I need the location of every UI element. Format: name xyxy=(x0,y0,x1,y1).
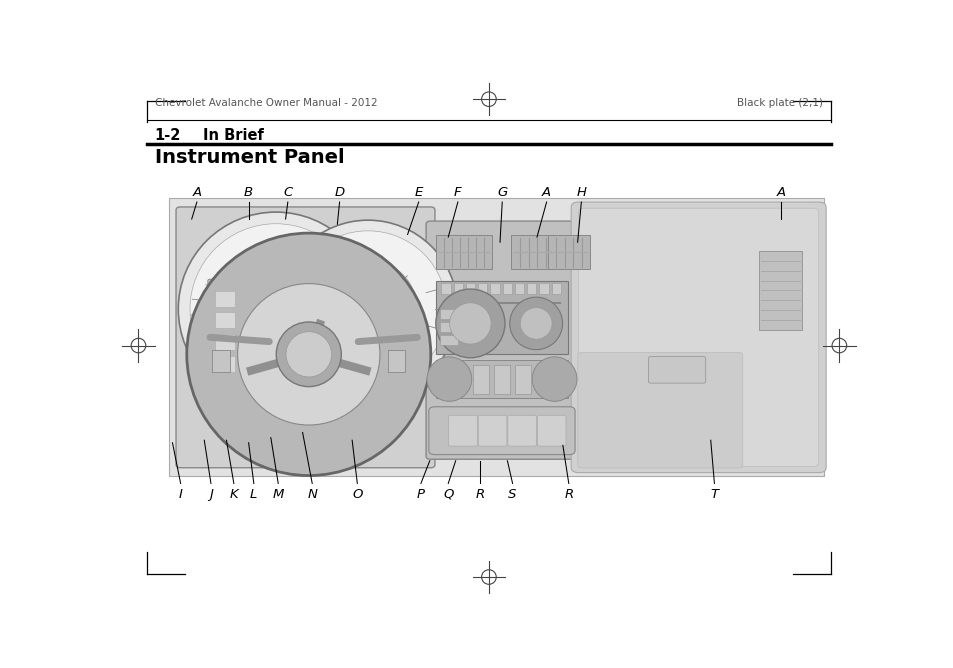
Bar xyxy=(551,283,560,294)
FancyBboxPatch shape xyxy=(571,202,825,473)
Text: L: L xyxy=(250,488,257,500)
Bar xyxy=(436,360,567,398)
Text: Q: Q xyxy=(442,488,453,500)
Bar xyxy=(387,350,405,372)
FancyBboxPatch shape xyxy=(176,207,435,468)
Text: Instrument Panel: Instrument Panel xyxy=(154,148,344,167)
Ellipse shape xyxy=(296,275,347,326)
Text: M: M xyxy=(273,488,284,500)
Text: E: E xyxy=(414,186,422,200)
Text: J: J xyxy=(209,488,213,500)
Bar xyxy=(515,365,531,393)
Bar xyxy=(214,313,235,328)
Text: PM4501: PM4501 xyxy=(313,346,335,351)
Text: R: R xyxy=(475,488,484,500)
Bar xyxy=(212,350,230,372)
Text: I: I xyxy=(178,488,182,500)
Bar xyxy=(465,283,475,294)
Bar xyxy=(454,283,462,294)
FancyBboxPatch shape xyxy=(578,208,818,466)
Bar xyxy=(439,309,457,319)
FancyBboxPatch shape xyxy=(448,415,476,446)
Ellipse shape xyxy=(285,265,358,337)
Text: G: G xyxy=(497,186,507,200)
Ellipse shape xyxy=(222,256,329,362)
Text: D: D xyxy=(335,186,344,200)
Text: S: S xyxy=(508,488,517,500)
Text: C: C xyxy=(283,186,293,200)
FancyBboxPatch shape xyxy=(426,221,576,459)
FancyBboxPatch shape xyxy=(477,415,506,446)
Ellipse shape xyxy=(286,332,332,377)
FancyBboxPatch shape xyxy=(537,415,565,446)
Ellipse shape xyxy=(449,303,491,344)
Ellipse shape xyxy=(190,224,361,394)
Text: Chevrolet Avalanche Owner Manual - 2012: Chevrolet Avalanche Owner Manual - 2012 xyxy=(154,98,377,108)
Bar xyxy=(214,334,235,350)
FancyBboxPatch shape xyxy=(578,353,742,468)
Ellipse shape xyxy=(276,322,341,387)
Text: P: P xyxy=(416,488,424,500)
FancyBboxPatch shape xyxy=(507,415,536,446)
Text: Black plate (2,1): Black plate (2,1) xyxy=(737,98,822,108)
Bar xyxy=(490,283,499,294)
Text: O: O xyxy=(352,488,362,500)
Bar xyxy=(269,335,377,363)
FancyBboxPatch shape xyxy=(429,407,575,455)
Text: B: B xyxy=(244,186,253,200)
Text: In Brief: In Brief xyxy=(203,128,263,143)
Ellipse shape xyxy=(318,260,416,358)
Text: N: N xyxy=(307,488,316,500)
FancyBboxPatch shape xyxy=(648,357,705,383)
Text: H: H xyxy=(576,186,586,200)
Bar xyxy=(502,283,512,294)
Text: 1-2: 1-2 xyxy=(154,128,181,143)
Polygon shape xyxy=(169,198,823,476)
Bar xyxy=(473,365,488,393)
Bar xyxy=(511,236,554,269)
Text: F: F xyxy=(454,186,461,200)
Bar xyxy=(214,291,235,307)
Bar xyxy=(538,283,548,294)
Bar xyxy=(527,283,536,294)
Bar xyxy=(436,281,567,354)
Text: A: A xyxy=(193,186,201,200)
Ellipse shape xyxy=(519,308,552,339)
Bar xyxy=(439,322,457,332)
Ellipse shape xyxy=(237,284,379,425)
Bar xyxy=(436,236,491,269)
Ellipse shape xyxy=(187,233,431,476)
Ellipse shape xyxy=(436,289,504,358)
Ellipse shape xyxy=(278,220,457,398)
Bar xyxy=(214,356,235,372)
Bar xyxy=(441,283,450,294)
Ellipse shape xyxy=(509,297,562,349)
Text: A: A xyxy=(541,186,551,200)
Bar xyxy=(439,335,457,345)
Text: K: K xyxy=(230,488,238,500)
Text: A: A xyxy=(776,186,784,200)
Ellipse shape xyxy=(427,357,471,401)
Ellipse shape xyxy=(532,357,577,401)
Bar xyxy=(515,283,523,294)
Ellipse shape xyxy=(289,231,446,387)
FancyBboxPatch shape xyxy=(208,279,242,381)
Bar xyxy=(477,283,487,294)
Text: R: R xyxy=(563,488,573,500)
Ellipse shape xyxy=(178,212,373,406)
Bar xyxy=(494,365,509,393)
Bar xyxy=(547,236,590,269)
Bar xyxy=(758,251,801,329)
Text: T: T xyxy=(710,488,718,500)
